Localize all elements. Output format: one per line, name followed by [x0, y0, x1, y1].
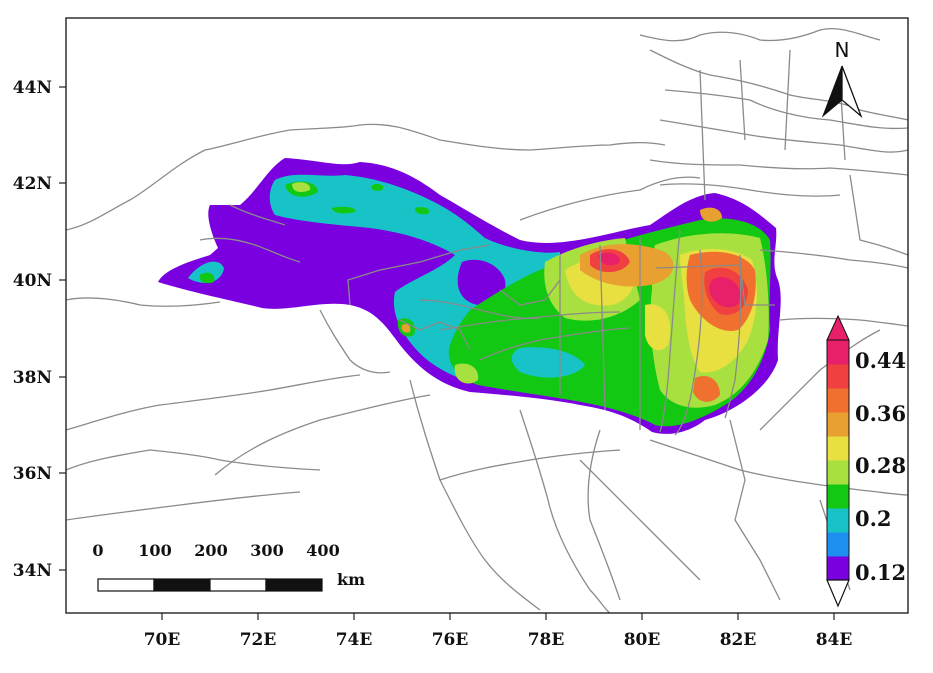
axis-ticks [59, 86, 835, 620]
y-tick-label: 42N [13, 174, 52, 194]
x-tick-label: 74E [336, 630, 373, 650]
x-tick-label: 72E [240, 630, 277, 650]
map-frame [65, 17, 909, 614]
x-tick-label: 78E [528, 630, 565, 650]
y-tick-label: 44N [13, 78, 52, 98]
colorbar-swatch [827, 556, 849, 581]
colorbar-tick-label: 0.12 [855, 560, 906, 585]
north-arrow: N [821, 38, 863, 119]
colorbar-outline [826, 339, 850, 581]
colorbar-swatch [827, 364, 849, 389]
scale-bar: 0 100 200 300 400 km [92, 541, 365, 592]
scale-bar-tick-label: 400 [306, 541, 339, 560]
colorbar-swatch [827, 340, 849, 365]
colorbar-swatch [827, 388, 849, 413]
colorbar-tick-label: 0.2 [855, 506, 892, 531]
contour-inner-low [256, 229, 403, 302]
country-borders [66, 28, 908, 613]
colorbar: 0.44 0.36 0.28 0.2 0.12 [826, 314, 906, 608]
colorbar-swatch [827, 532, 849, 557]
scale-bar-tick-label: 0 [92, 541, 103, 560]
map-area [66, 18, 908, 613]
x-tick-label: 84E [816, 630, 853, 650]
x-tick-label: 76E [432, 630, 469, 650]
y-axis-labels: 34N 36N 38N 40N 42N 44N [13, 78, 52, 581]
y-tick-label: 36N [13, 464, 52, 484]
scale-bar-tick-label: 100 [138, 541, 171, 560]
colorbar-swatch [827, 484, 849, 509]
colorbar-swatch [827, 436, 849, 461]
y-tick-label: 38N [13, 368, 52, 388]
north-arrow-label: N [835, 38, 850, 62]
scale-bar-tick-label: 200 [194, 541, 227, 560]
y-tick-label: 34N [13, 561, 52, 581]
colorbar-swatch [827, 412, 849, 437]
colorbar-tick-label: 0.28 [855, 453, 906, 478]
colorbar-swatch [827, 460, 849, 485]
x-tick-label: 70E [144, 630, 181, 650]
scale-bar-unit: km [337, 570, 365, 589]
y-tick-label: 40N [13, 271, 52, 291]
x-axis-labels: 70E 72E 74E 76E 78E 80E 82E 84E [144, 630, 853, 650]
colorbar-swatches [826, 314, 850, 608]
scale-bar-tick-label: 300 [250, 541, 283, 560]
colorbar-swatch [827, 508, 849, 533]
x-tick-label: 80E [624, 630, 661, 650]
colorbar-tick-label: 0.44 [855, 348, 906, 373]
x-tick-label: 82E [720, 630, 757, 650]
colorbar-tick-label: 0.36 [855, 401, 906, 426]
